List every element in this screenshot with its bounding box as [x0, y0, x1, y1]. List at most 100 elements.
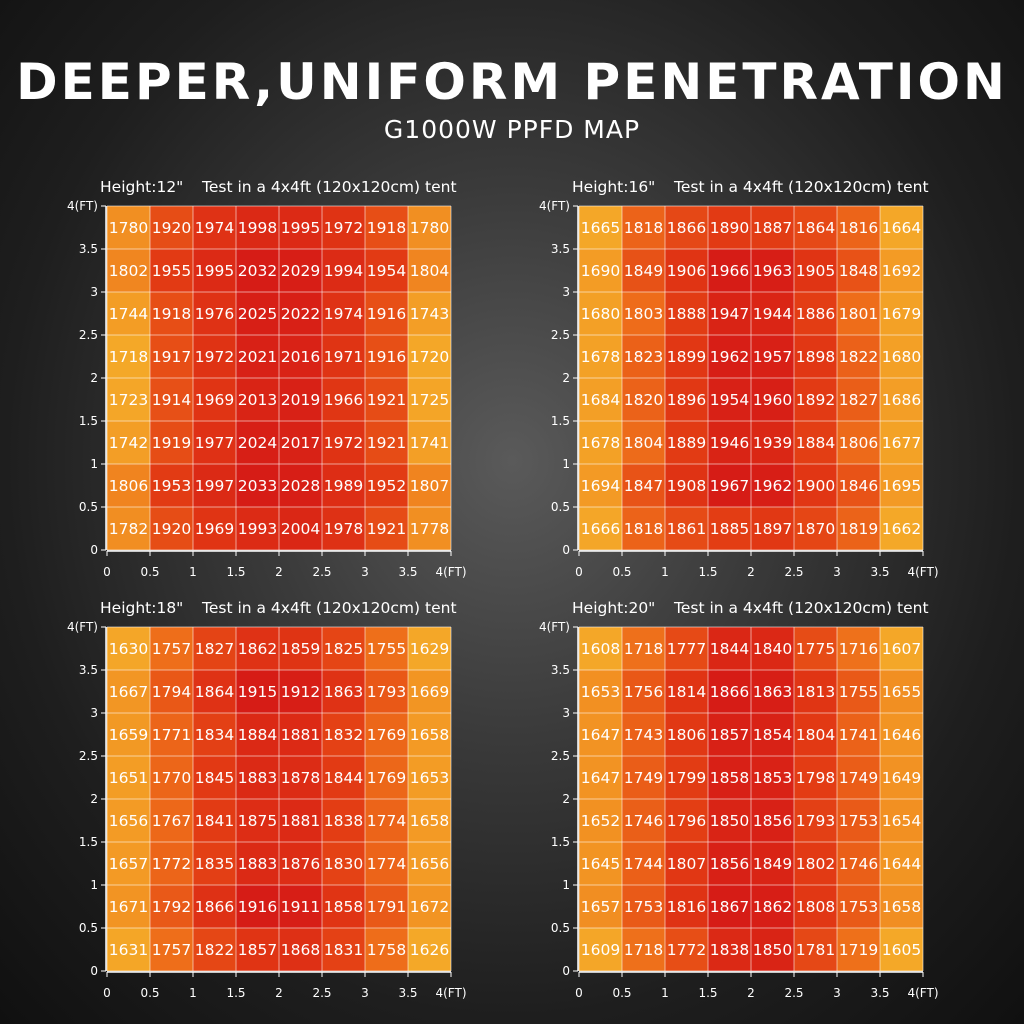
ppfd-value: 1808	[796, 898, 835, 916]
ppfd-value: 1781	[796, 941, 835, 959]
ppfd-value: 1725	[410, 391, 449, 409]
ppfd-value: 1692	[882, 262, 921, 280]
ppfd-value: 1793	[796, 812, 835, 830]
ppfd-value: 1911	[281, 898, 320, 916]
heatmap-cell	[193, 799, 236, 842]
ppfd-value: 1629	[410, 640, 449, 658]
x-tick-label: 4(FT)	[907, 986, 938, 1000]
x-tick-label: 1	[189, 986, 197, 1000]
x-tick-label: 3	[833, 986, 841, 1000]
x-tick-label: 3.5	[870, 565, 889, 579]
ppfd-value: 1849	[624, 262, 663, 280]
ppfd-value: 1889	[667, 434, 706, 452]
heatmap-cell	[880, 885, 923, 928]
heatmap-cell	[193, 627, 236, 670]
heatmap-cell	[322, 627, 365, 670]
y-tick-label: 1.5	[551, 835, 570, 849]
tent-label: Test in a 4x4ft (120x120cm) tent	[674, 178, 929, 196]
height-label: Height:18"	[100, 599, 184, 617]
heatmap-cell	[236, 756, 279, 799]
y-tick-label: 1	[562, 457, 570, 471]
tent-label: Test in a 4x4ft (120x120cm) tent	[202, 178, 457, 196]
height-label: Height:12"	[100, 178, 184, 196]
ppfd-value: 1969	[195, 391, 234, 409]
heatmap-cell	[365, 713, 408, 756]
heatmap-cell	[107, 335, 150, 378]
ppfd-value: 1848	[839, 262, 878, 280]
heatmap-cell	[880, 206, 923, 249]
heatmap-cell	[107, 799, 150, 842]
heatmap-cell	[751, 756, 794, 799]
ppfd-value: 2021	[238, 348, 277, 366]
heatmap-cell	[365, 670, 408, 713]
heatmap-cell	[622, 885, 665, 928]
heatmap-cell	[236, 378, 279, 421]
heatmap-cell	[408, 885, 451, 928]
heatmap-cell	[751, 799, 794, 842]
heatmap-cell	[408, 713, 451, 756]
ppfd-value: 1755	[367, 640, 406, 658]
ppfd-value: 1806	[109, 477, 148, 495]
heatmap-cell	[579, 421, 622, 464]
ppfd-value: 1884	[238, 726, 277, 744]
heatmap-cell	[751, 206, 794, 249]
heatmap-cell	[107, 842, 150, 885]
ppfd-value: 1803	[624, 305, 663, 323]
heatmap-cell	[665, 507, 708, 550]
heatmap-cell	[408, 842, 451, 885]
x-tick-label: 2.5	[784, 565, 803, 579]
heatmap-cell	[408, 206, 451, 249]
ppfd-value: 1658	[410, 726, 449, 744]
heatmap-cell	[107, 670, 150, 713]
heatmap-cell	[880, 842, 923, 885]
heatmap-cell	[880, 378, 923, 421]
ppfd-value: 1818	[624, 520, 663, 538]
ppfd-value: 1892	[796, 391, 835, 409]
heatmap-cell	[322, 335, 365, 378]
ppfd-value: 1838	[324, 812, 363, 830]
heatmap-cell	[193, 842, 236, 885]
ppfd-value: 1896	[667, 391, 706, 409]
ppfd-value: 1857	[238, 941, 277, 959]
heatmap-cell	[622, 292, 665, 335]
heatmap-cell	[622, 249, 665, 292]
ppfd-value: 1844	[324, 769, 363, 787]
ppfd-value: 1793	[367, 683, 406, 701]
x-tick-label: 2	[747, 565, 755, 579]
heatmap-cell	[408, 799, 451, 842]
y-tick-label: 0	[562, 964, 570, 978]
ppfd-value: 1791	[367, 898, 406, 916]
ppfd-value: 1849	[753, 855, 792, 873]
heatmap-cell	[708, 627, 751, 670]
ppfd-value: 1801	[839, 305, 878, 323]
ppfd-value: 1997	[195, 477, 234, 495]
ppfd-value: 1881	[281, 726, 320, 744]
y-tick-label: 1	[562, 878, 570, 892]
heatmap-cell	[837, 842, 880, 885]
heatmap-cell	[150, 335, 193, 378]
heatmap-cell	[837, 507, 880, 550]
ppfd-value: 1866	[710, 683, 749, 701]
heatmap-cell	[708, 756, 751, 799]
heatmap-cell	[794, 885, 837, 928]
ppfd-value: 1744	[624, 855, 663, 873]
ppfd-value: 1939	[753, 434, 792, 452]
heatmap-cell	[751, 292, 794, 335]
heatmap-cell	[665, 713, 708, 756]
heatmap-cell	[193, 928, 236, 971]
heatmap-cell	[837, 378, 880, 421]
heatmap-cell	[236, 292, 279, 335]
ppfd-value: 1822	[195, 941, 234, 959]
heatmap-cell	[365, 507, 408, 550]
y-tick-label: 2.5	[79, 328, 98, 342]
heatmap-cell	[365, 842, 408, 885]
heatmap-cell	[365, 378, 408, 421]
ppfd-value: 1861	[667, 520, 706, 538]
ppfd-value: 1656	[109, 812, 148, 830]
ppfd-value: 1694	[581, 477, 620, 495]
ppfd-value: 1977	[195, 434, 234, 452]
ppfd-value: 1756	[624, 683, 663, 701]
heatmap-cell	[408, 756, 451, 799]
heatmap-cell	[107, 627, 150, 670]
heatmap-cell	[150, 627, 193, 670]
